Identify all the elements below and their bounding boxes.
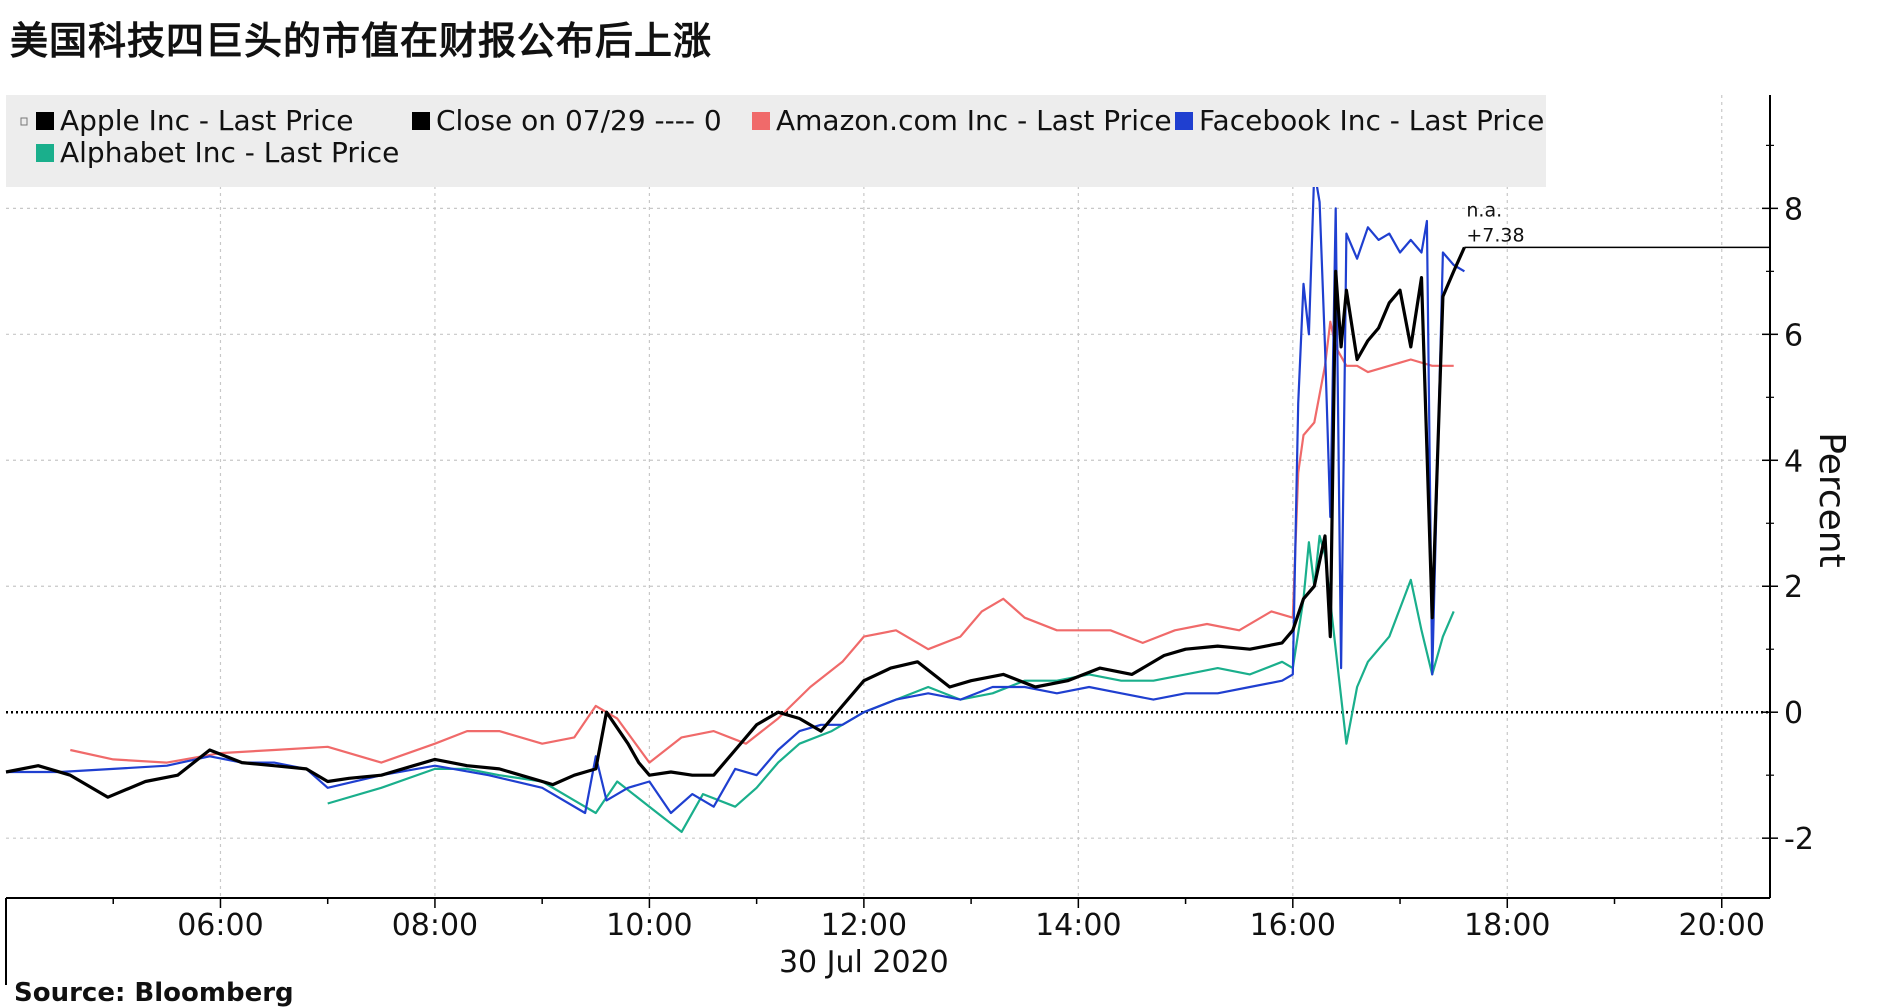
y-axis-label: Percent <box>1811 432 1852 567</box>
grid <box>6 95 1770 898</box>
series-line-apple <box>5 246 1466 799</box>
legend-toggle-icon <box>20 117 28 126</box>
legend: Apple Inc - Last Price Close on 07/29 ---… <box>6 95 1546 187</box>
legend-swatch-0 <box>36 112 54 130</box>
y-tick-label-0: 0 <box>1784 696 1803 731</box>
source-note: Source: Bloomberg <box>14 978 294 1008</box>
legend-label-2: Amazon.com Inc - Last Price <box>776 104 1172 137</box>
axes <box>5 95 1771 985</box>
y-tick-label-4: 4 <box>1784 444 1803 479</box>
series-line-facebook <box>6 169 1465 815</box>
series-group <box>5 169 1466 834</box>
legend-background <box>6 95 1546 187</box>
end-annotation: n.a. +7.38 <box>1464 199 1770 249</box>
y-tick-label-8: 8 <box>1784 192 1803 227</box>
y-tick-label-6: 6 <box>1784 318 1803 353</box>
x-tick-label-08:00: 08:00 <box>392 908 478 943</box>
legend-label-4: Alphabet Inc - Last Price <box>60 136 399 169</box>
end-annotation-value: +7.38 <box>1466 224 1524 246</box>
series-line-amazoncom <box>70 320 1454 764</box>
legend-swatch-4 <box>36 144 54 162</box>
x-axis-ticks: 06:00 08:00 10:00 12:00 14:00 16:00 18:00 20:00 <box>177 908 1765 943</box>
y-tick-label--2: -2 <box>1784 822 1814 857</box>
legend-label-0: Apple Inc - Last Price <box>60 104 353 137</box>
legend-label-3: Facebook Inc - Last Price <box>1199 104 1544 137</box>
legend-swatch-1 <box>412 112 430 130</box>
legend-label-1: Close on 07/29 ---- 0 <box>436 104 722 137</box>
x-tick-label-20:00: 20:00 <box>1679 908 1765 943</box>
x-tick-label-16:00: 16:00 <box>1250 908 1336 943</box>
legend-swatch-2 <box>752 112 770 130</box>
end-annotation-na: n.a. <box>1466 199 1502 221</box>
legend-swatch-3 <box>1175 112 1193 130</box>
chart-title: 美国科技四巨头的市值在财报公布后上涨 <box>10 19 713 63</box>
y-tick-label-2: 2 <box>1784 570 1803 605</box>
y-axis-ticks: 8 6 4 2 0 -2 <box>1762 144 1814 857</box>
x-axis-label: 30 Jul 2020 <box>779 945 949 980</box>
x-tick-label-12:00: 12:00 <box>821 908 907 943</box>
x-tick-label-10:00: 10:00 <box>606 908 692 943</box>
x-tick-label-18:00: 18:00 <box>1464 908 1550 943</box>
series-line-alphabet <box>327 534 1455 834</box>
x-tick-label-06:00: 06:00 <box>177 908 263 943</box>
x-tick-label-14:00: 14:00 <box>1035 908 1121 943</box>
